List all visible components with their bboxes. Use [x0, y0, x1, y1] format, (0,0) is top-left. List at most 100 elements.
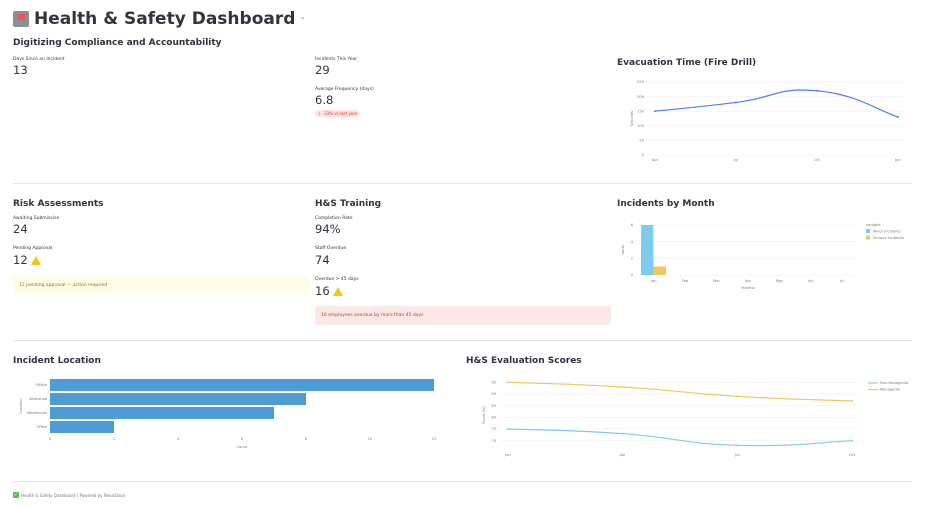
section-title-training: H&S Training	[315, 199, 382, 209]
bar	[50, 421, 114, 433]
y-tick-label: 80	[491, 416, 496, 420]
footer: ✓ Health & Safety Dashboard | Powered by …	[13, 492, 125, 498]
y-tick-label: 4	[631, 240, 634, 244]
metric-label: Incidents This Year	[315, 57, 358, 62]
legend-label: Serious Incidents	[873, 236, 904, 240]
x-tick-label: 8	[305, 437, 308, 441]
metric-value: 12	[13, 253, 41, 267]
warning-alert: 12 pending approval — action required	[13, 276, 309, 295]
y-tick-label: 90	[491, 392, 496, 396]
data-point	[621, 386, 624, 388]
hospital-icon	[13, 11, 29, 27]
page-title: Health & Safety Dashboard ⚭	[13, 9, 305, 29]
data-point	[736, 395, 739, 398]
check-icon: ✓	[13, 492, 19, 498]
y-axis-label: Location	[19, 398, 23, 413]
x-tick-label: Jan	[650, 279, 657, 283]
link-icon[interactable]: ⚭	[300, 16, 305, 22]
bar	[641, 266, 654, 275]
metric-label: Average Frequency (days)	[315, 87, 374, 92]
y-axis-label: Seconds	[630, 111, 634, 126]
error-alert: 16 employees overdue by more than 45 day…	[315, 306, 611, 325]
metric-label: Awaiting Submission	[13, 216, 60, 221]
data-point	[851, 400, 853, 402]
x-tick-label: Jan	[504, 453, 511, 457]
y-tick-label: 75	[491, 427, 496, 431]
legend-label: Minor Incidents	[873, 229, 901, 233]
metric-label: Overdue > 45 days	[315, 277, 359, 282]
legend-title: variable	[866, 223, 881, 227]
metric-value: 6.8	[315, 93, 334, 107]
x-tick-label: 10	[368, 437, 373, 441]
warning-icon	[332, 286, 343, 296]
metric-label: Completion Rate	[315, 216, 353, 221]
data-point	[736, 444, 739, 447]
series-line	[507, 428, 853, 447]
y-tick-label: Warehouse	[27, 411, 48, 415]
metric-value: 13	[13, 63, 28, 77]
x-axis-label: Count	[237, 445, 248, 449]
metric-value: 24	[13, 222, 28, 236]
chart-title-scores: H&S Evaluation Scores	[466, 356, 582, 366]
y-axis-label: value	[621, 244, 625, 255]
chart-title-incidents: Incidents by Month	[617, 199, 715, 209]
series-line	[507, 381, 853, 402]
x-tick-label: Apr	[652, 158, 659, 162]
data-point	[621, 432, 624, 435]
legend-label: Managerial	[880, 388, 900, 392]
data-point	[816, 89, 818, 92]
chart-title-evac: Evacuation Time (Fire Drill)	[617, 58, 757, 68]
metric-label: Pending Approval	[13, 246, 53, 251]
delta-badge: ↓ -33% vs last year	[315, 110, 361, 117]
legend-label: Non-Managerial	[880, 381, 908, 385]
legend-swatch	[866, 235, 870, 240]
y-tick-label: 150	[637, 109, 645, 113]
y-tick-label: 250	[637, 80, 645, 84]
x-tick-label: Mar	[713, 279, 720, 283]
y-tick-label: 2	[631, 257, 633, 261]
y-tick-label: 100	[637, 124, 645, 128]
x-tick-label: Jul	[839, 279, 844, 283]
y-tick-label: 0	[631, 273, 634, 277]
chart-title-location: Incident Location	[13, 356, 101, 366]
metric-value: 94%	[315, 222, 341, 236]
y-tick-label: 70	[491, 439, 496, 443]
x-tick-label: Jul	[733, 158, 738, 162]
legend-swatch	[866, 229, 870, 233]
x-tick-label: 0	[49, 437, 52, 441]
data-point	[735, 101, 737, 104]
data-point	[897, 116, 899, 119]
y-axis-label: Score (%)	[482, 406, 486, 424]
y-tick-label: 50	[639, 139, 644, 143]
metric-label: Days Since an Incident	[13, 57, 65, 62]
footer-text: Health & Safety Dashboard | Powered by N…	[21, 492, 126, 498]
y-tick-label: Office	[37, 425, 48, 429]
y-tick-label: 6	[631, 223, 634, 227]
bar	[50, 407, 274, 419]
metric-value: 74	[315, 253, 330, 267]
bar	[50, 393, 306, 405]
y-tick-label: Offsite	[35, 383, 48, 387]
y-tick-label: Workshop	[29, 397, 47, 401]
data-point	[507, 428, 509, 430]
x-tick-label: 6	[241, 437, 244, 441]
x-tick-label: Jul	[734, 453, 739, 457]
data-point	[654, 110, 656, 113]
series-line	[654, 89, 899, 118]
x-tick-label: Jun	[807, 279, 814, 283]
warning-icon	[30, 255, 41, 265]
divider	[13, 340, 912, 341]
bar	[50, 379, 434, 391]
x-tick-label: Apr	[620, 453, 627, 457]
metric-value: 16	[315, 284, 343, 298]
subtitle: Digitizing Compliance and Accountability	[13, 38, 222, 48]
metric-value: 29	[315, 63, 330, 77]
x-tick-label: 2	[113, 437, 115, 441]
divider	[13, 183, 912, 184]
y-tick-label: 0	[642, 153, 645, 157]
x-tick-label: 12	[432, 437, 437, 441]
y-tick-label: 95	[491, 381, 496, 385]
